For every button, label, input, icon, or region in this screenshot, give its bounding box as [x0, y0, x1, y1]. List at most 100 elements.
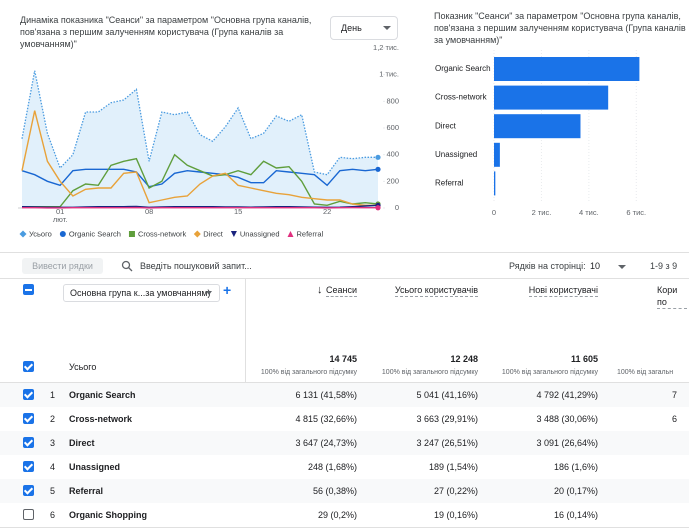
row-checkbox[interactable] [23, 509, 34, 520]
row-checkbox[interactable] [23, 485, 34, 496]
rows-per-page[interactable]: 10 [590, 261, 600, 271]
cell-value: 189 (1,54%) [429, 462, 478, 472]
row-number: 3 [50, 438, 55, 448]
cell-value: 3 091 (26,64%) [536, 438, 598, 448]
category-label: Direct [435, 121, 457, 130]
category-label: Unassigned [435, 150, 477, 159]
cell-value: 27 (0,22%) [434, 486, 478, 496]
category-label: Cross-network [435, 93, 488, 102]
y-tick-label: 800 [386, 96, 399, 105]
x-tick-label: 2 тис. [532, 208, 552, 217]
legend-label: Усього [29, 229, 52, 238]
sort-arrow: ↓ [317, 284, 323, 296]
row-number: 1 [50, 390, 55, 400]
bar [494, 143, 500, 167]
row-checkbox[interactable] [23, 437, 34, 448]
total-label: Усього [69, 362, 96, 372]
category-label: Organic Search [435, 64, 491, 73]
cell-value: 3 247 (26,51%) [416, 438, 478, 448]
bar [494, 114, 580, 138]
row-name: Referral [69, 486, 103, 496]
bar-chart: 0 2 тис. 4 тис. 6 тис. Organic Search Cross-n… [430, 0, 689, 225]
end-point [375, 155, 380, 160]
total-note: 100% від загального підсумку [502, 369, 598, 376]
divider [0, 278, 689, 279]
row-checkbox[interactable] [23, 413, 34, 424]
legend-marker [20, 231, 27, 238]
row-number: 4 [50, 462, 55, 472]
rows-per-page-label: Рядків на сторінці: [509, 261, 586, 271]
pagination: 1-9 з 9 [650, 261, 677, 271]
dropdown-arrow [206, 291, 212, 295]
legend-marker [288, 231, 294, 237]
dimension-dropdown[interactable]: Основна група к...за умовчанням) [63, 284, 220, 302]
cell-value: 6 [672, 414, 677, 424]
column-header[interactable]: Сеанси [326, 284, 357, 297]
total-note: 100% від загальн [617, 369, 673, 376]
search-icon [121, 260, 133, 272]
row-name: Organic Search [69, 390, 136, 400]
y-tick-label: 1 тис. [379, 70, 399, 79]
cell-value: 5 041 (41,16%) [416, 390, 478, 400]
select-all-checkbox[interactable] [23, 284, 34, 295]
area [22, 71, 378, 208]
page: Динаміка показника "Сеанси" за параметро… [0, 0, 689, 512]
total-value: 12 248 [450, 354, 478, 364]
cell-value: 3 647 (24,73%) [295, 438, 357, 448]
cell-value: 6 131 (41,58%) [295, 390, 357, 400]
legend-label: Unassigned [240, 229, 280, 238]
add-dimension-button[interactable]: + [223, 282, 231, 298]
total-value: 14 745 [329, 354, 357, 364]
cell-value: 3 488 (30,06%) [536, 414, 598, 424]
bar [494, 86, 608, 110]
y-tick-label: 1,2 тис. [373, 43, 399, 52]
row-name: Cross-network [69, 414, 132, 424]
cell-value: 20 (0,17%) [554, 486, 598, 496]
x-tick-label: 4 тис. [579, 208, 599, 217]
legend-label: Referral [297, 229, 324, 238]
end-point [375, 205, 380, 210]
end-point [375, 167, 380, 172]
total-value: 11 605 [571, 354, 598, 364]
cell-value: 3 663 (29,91%) [416, 414, 478, 424]
search-input[interactable]: Введіть пошуковий запит... [140, 261, 252, 271]
legend-marker [129, 231, 135, 237]
category-label: Referral [435, 179, 464, 188]
row-name: Unassigned [69, 462, 120, 472]
row-checkbox[interactable] [23, 389, 34, 400]
y-tick-label: 600 [386, 123, 399, 132]
row-name: Direct [69, 438, 95, 448]
row-checkbox[interactable] [23, 461, 34, 472]
column-header[interactable]: Нові користувачі [529, 284, 598, 297]
show-rows-button[interactable]: Вивести рядки [22, 258, 103, 274]
bar [494, 57, 639, 81]
cell-value: 7 [672, 390, 677, 400]
dropdown-arrow [618, 265, 626, 269]
legend-label: Organic Search [69, 229, 121, 238]
legend-marker [194, 231, 201, 238]
x-month-label: лют. [53, 215, 68, 224]
row-number: 5 [50, 486, 55, 496]
x-tick-label: 6 тис. [626, 208, 646, 217]
y-tick-label: 200 [386, 176, 399, 185]
legend-label: Cross-network [138, 229, 187, 238]
cell-value: 4 815 (32,66%) [295, 414, 357, 424]
divider [0, 252, 689, 253]
legend-marker [60, 231, 66, 237]
cell-value: 248 (1,68%) [308, 462, 357, 472]
column-header[interactable]: Кори по [657, 284, 687, 309]
y-tick-label: 400 [386, 150, 399, 159]
total-note: 100% від загального підсумку [261, 369, 357, 376]
legend-marker [231, 231, 237, 237]
bar [494, 171, 495, 195]
dimension-label: Основна група к...за умовчанням) [70, 288, 211, 298]
column-header[interactable]: Усього користувачів [395, 284, 478, 297]
total-checkbox[interactable] [23, 361, 34, 372]
cell-value: 4 792 (41,29%) [536, 390, 598, 400]
total-note: 100% від загального підсумку [382, 369, 478, 376]
legend-label: Direct [203, 229, 224, 238]
cell-value: 56 (0,38%) [313, 486, 357, 496]
row-number: 2 [50, 414, 55, 424]
x-tick-label: 0 [492, 208, 496, 217]
